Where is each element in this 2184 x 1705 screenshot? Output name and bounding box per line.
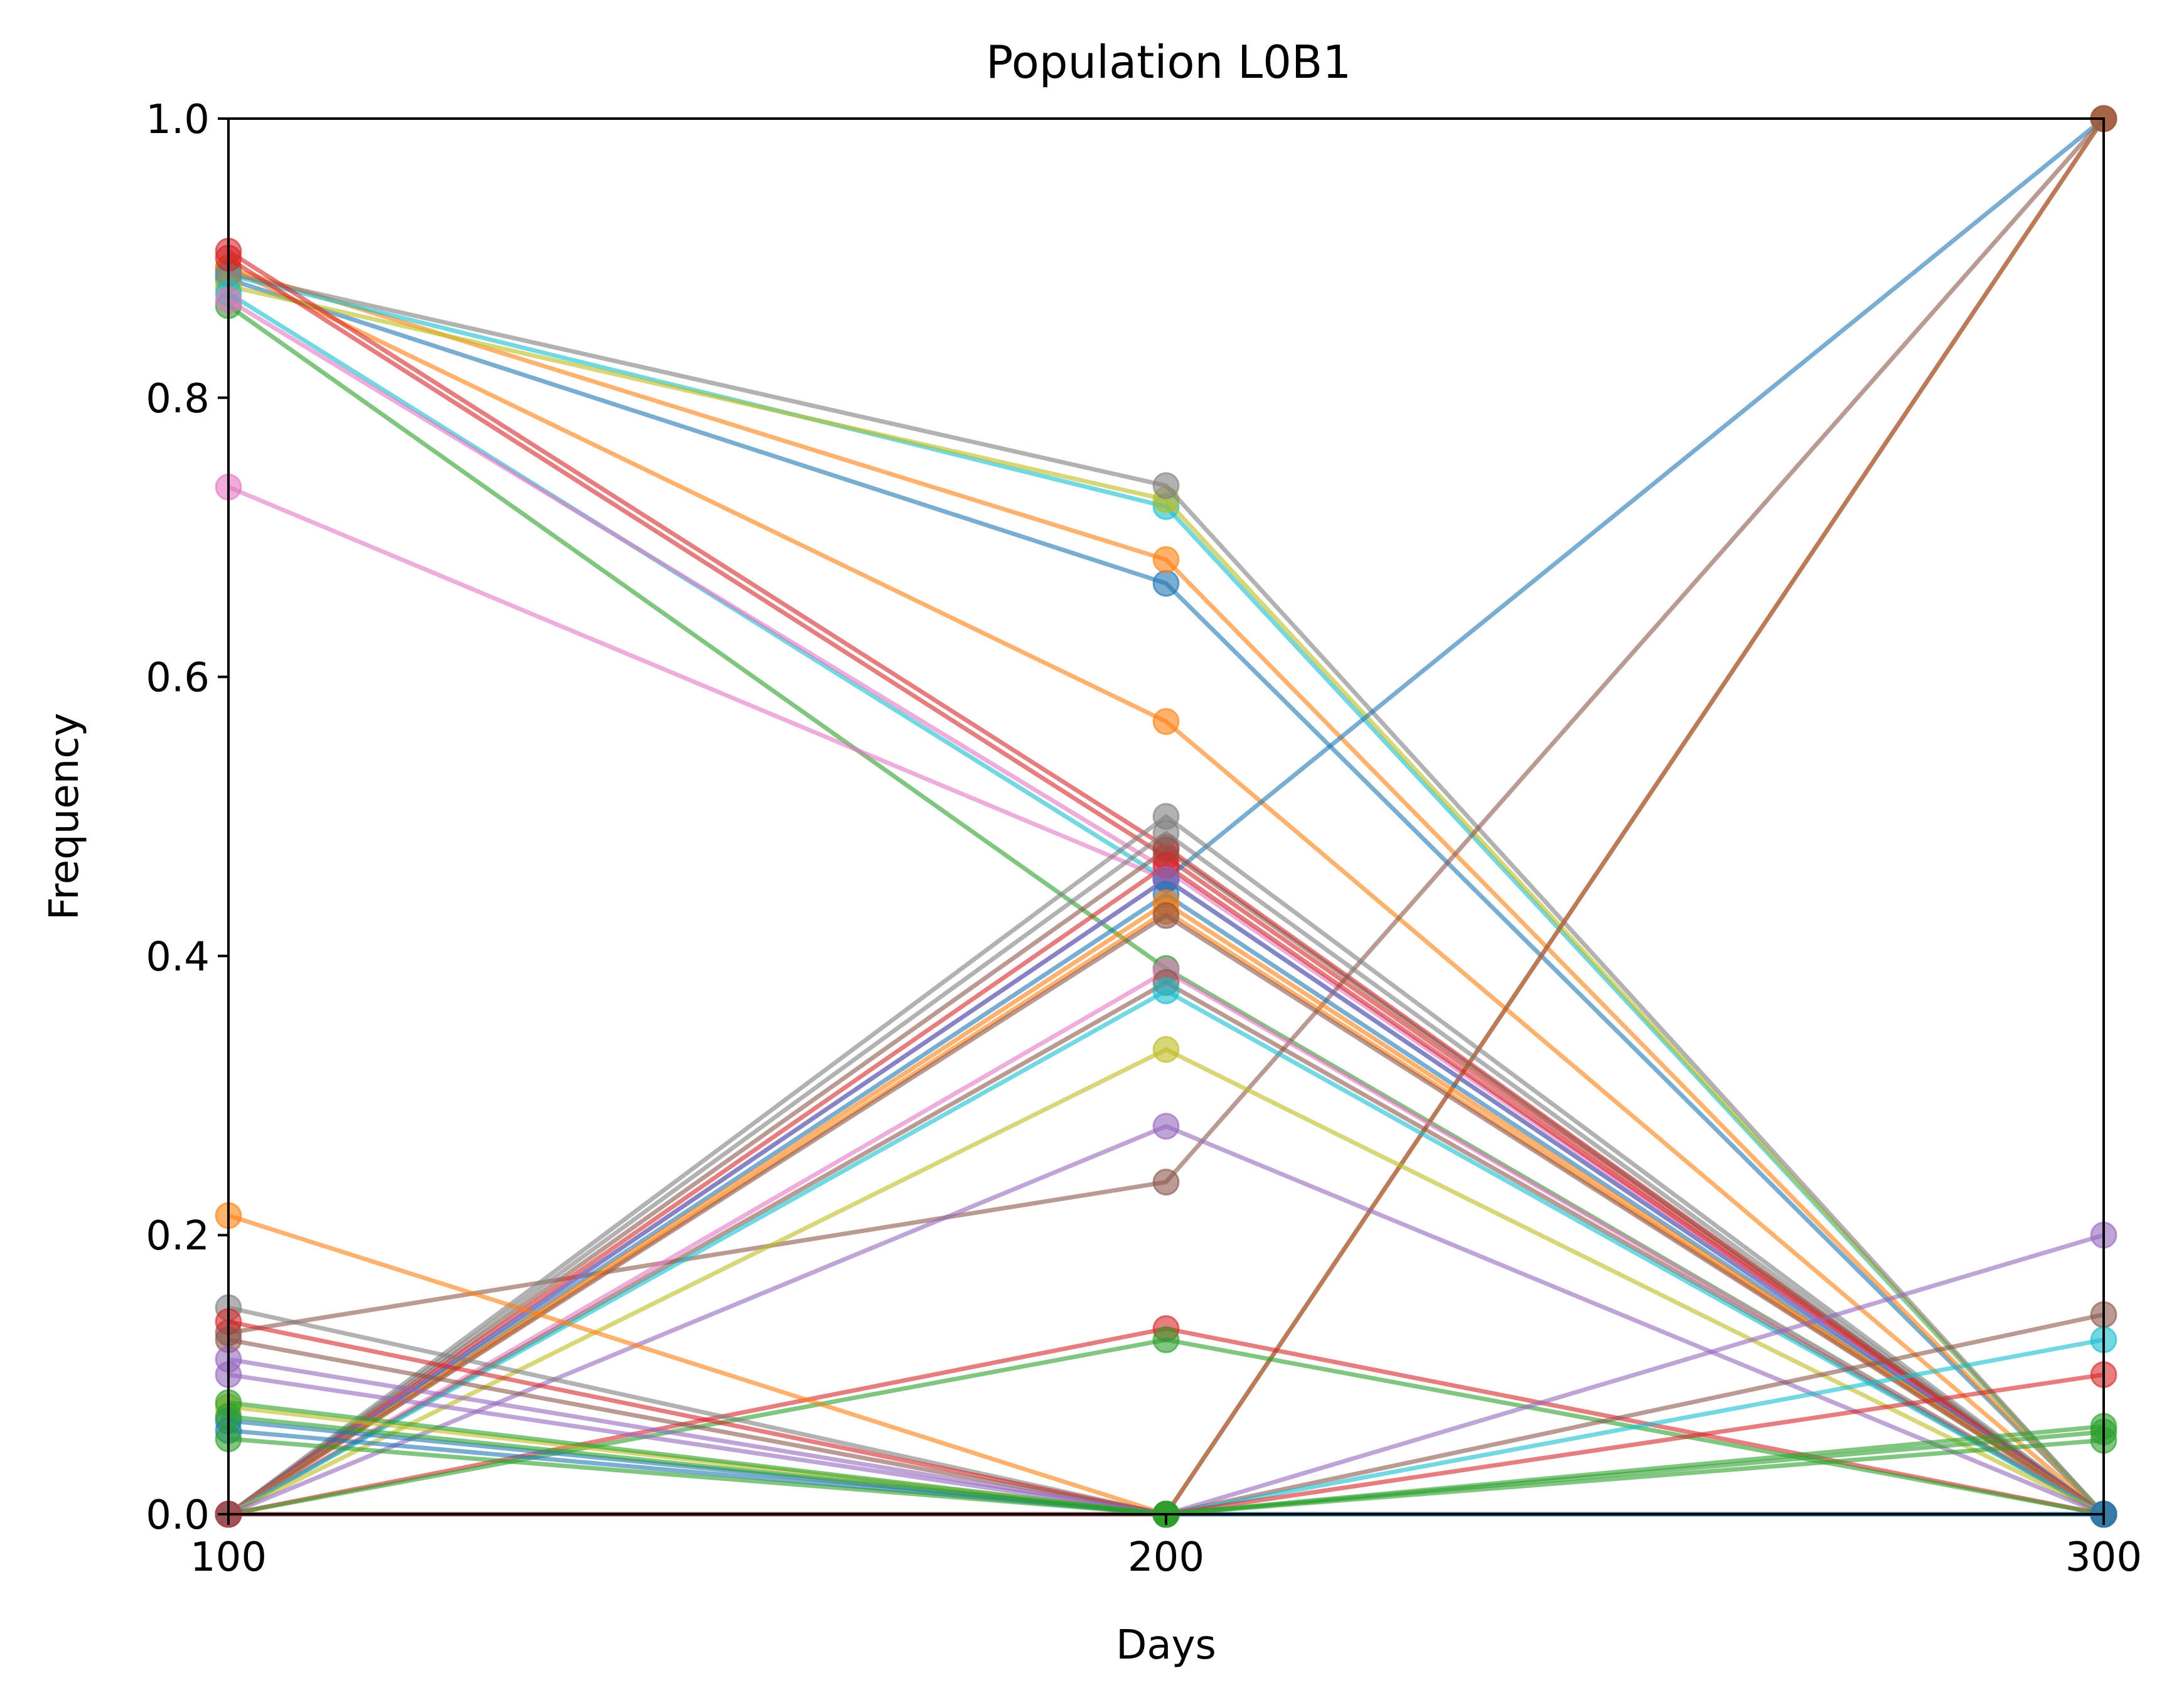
- y-tick-label: 0.8: [146, 376, 210, 422]
- data-point: [1152, 1035, 1180, 1063]
- chart-title: Population L0B1: [986, 36, 1351, 88]
- y-tick-label: 0.0: [146, 1492, 210, 1539]
- data-point: [1152, 570, 1180, 597]
- x-tick-label: 200: [1128, 1534, 1204, 1581]
- x-axis-label: Days: [1116, 1622, 1216, 1669]
- data-point: [1152, 472, 1180, 500]
- data-point: [1152, 546, 1180, 574]
- x-tick-label: 100: [190, 1534, 267, 1581]
- y-tick-label: 0.4: [146, 934, 210, 980]
- y-axis-ticks: 0.0 0.2 0.4 0.6 0.8 1.0: [146, 97, 228, 1539]
- y-tick-label: 0.6: [146, 655, 210, 702]
- data-point: [1152, 977, 1180, 1005]
- data-point: [1152, 708, 1180, 735]
- y-tick-label: 1.0: [146, 97, 210, 143]
- y-tick-label: 0.2: [146, 1213, 210, 1259]
- y-axis-label: Frequency: [41, 713, 88, 921]
- data-point: [1152, 902, 1180, 929]
- data-point: [1152, 1168, 1180, 1196]
- data-point: [1152, 1113, 1180, 1140]
- x-axis-ticks: 100 200 300: [190, 1514, 2142, 1581]
- x-tick-label: 300: [2065, 1534, 2142, 1581]
- data-point: [1152, 1326, 1180, 1354]
